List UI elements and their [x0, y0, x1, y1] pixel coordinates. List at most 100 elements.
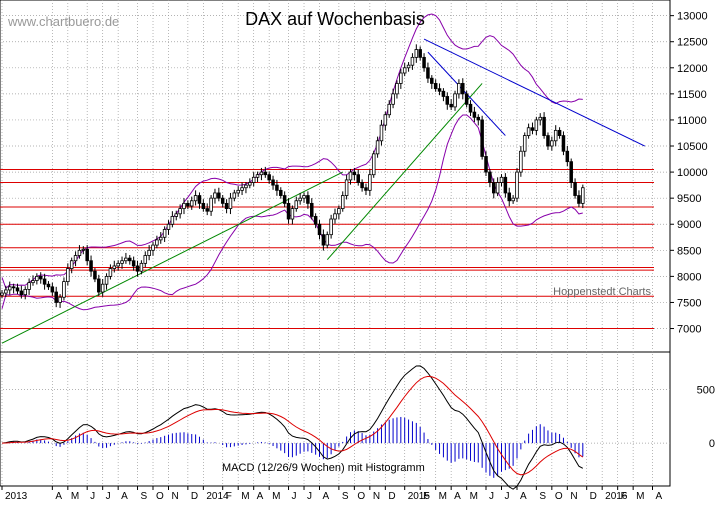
candle-body — [515, 171, 519, 199]
x-tick-label: D — [590, 491, 597, 502]
candle-body — [100, 283, 105, 293]
candle-body — [395, 83, 399, 95]
candle-body — [530, 127, 535, 131]
candle-body — [81, 248, 86, 251]
candle-body — [298, 197, 302, 202]
y-tick-label: 7500 — [677, 297, 701, 309]
axis-labels: 13000 12500 12000 11500 11000 10500 10000 9500 9… — [1, 11, 715, 502]
candle-body — [461, 83, 465, 95]
x-tick-label: J — [106, 491, 111, 502]
candle-body — [0, 292, 4, 296]
candle-body — [503, 176, 508, 194]
x-tick-label: M — [241, 491, 249, 502]
x-tick-label: M — [71, 491, 79, 502]
candle-body — [414, 49, 419, 58]
candle-body — [240, 187, 244, 191]
candle-body — [325, 234, 330, 246]
candle-body — [178, 208, 182, 215]
candle-body — [383, 114, 388, 126]
y-tick-label: 11000 — [677, 115, 707, 127]
y-tick-label: 10000 — [677, 167, 708, 179]
macd-label: MACD (12/26/9 Wochen) mit Histogramm — [222, 462, 425, 474]
candle-body — [54, 291, 58, 303]
signal-line — [1, 375, 584, 476]
candle-body — [120, 260, 124, 264]
x-tick-label: F — [226, 491, 232, 502]
candle-body — [317, 223, 322, 236]
candle-body — [116, 262, 120, 267]
candle-body — [337, 208, 341, 215]
x-tick-label: 2013 — [5, 491, 28, 502]
candle-body — [244, 184, 248, 189]
candle-body — [290, 208, 295, 220]
candle-body — [310, 202, 314, 217]
candle-body — [31, 280, 35, 284]
candle-body — [271, 179, 275, 186]
candle-body — [197, 195, 202, 204]
candle-body — [557, 129, 562, 136]
candle-body — [399, 72, 403, 84]
x-tick-label: A — [55, 491, 62, 502]
x-tick-label: A — [121, 491, 128, 502]
macd-panel-frame — [0, 351, 671, 487]
candle-body — [279, 189, 283, 196]
candle-body — [236, 189, 240, 194]
candle-body — [19, 290, 24, 296]
candle-body — [174, 213, 178, 217]
candle-body — [7, 286, 12, 291]
macd-tick-label: 500 — [697, 385, 715, 397]
candle-body — [418, 49, 422, 58]
candle-body — [550, 140, 554, 147]
candle-body — [11, 286, 16, 289]
candle-body — [263, 171, 268, 176]
x-tick-label: J — [90, 491, 95, 502]
candle-body — [329, 218, 333, 236]
x-tick-label: M — [272, 491, 280, 502]
x-tick-label: D — [191, 491, 198, 502]
source-note: Hoppenstedt Charts — [553, 286, 651, 298]
candle-body — [251, 176, 256, 183]
y-tick-label: 11500 — [677, 89, 707, 101]
candle-body — [139, 262, 144, 272]
candle-body — [147, 249, 151, 256]
candle-body — [321, 234, 326, 246]
uptrend-line — [326, 83, 483, 261]
candles — [0, 44, 585, 308]
candle-body — [112, 265, 117, 269]
macd-tick-label: 0 — [709, 438, 715, 450]
candle-body — [526, 127, 531, 136]
candle-body — [77, 249, 82, 256]
candle-body — [340, 195, 345, 209]
candle-body — [27, 282, 31, 290]
candle-body — [143, 255, 148, 264]
candle-body — [333, 213, 337, 220]
candle-body — [472, 111, 477, 118]
candle-body — [201, 202, 206, 209]
x-tick-label: J — [489, 491, 494, 502]
candle-body — [66, 268, 70, 282]
candle-body — [406, 64, 411, 69]
candle-body — [155, 239, 159, 246]
candle-body — [46, 283, 51, 288]
candle-body — [209, 197, 213, 212]
candle-body — [85, 248, 89, 262]
x-tick-label: S — [342, 491, 349, 502]
candle-body — [480, 119, 484, 157]
candle-body — [302, 195, 306, 199]
candle-body — [492, 182, 496, 194]
candle-body — [379, 124, 384, 142]
candle-body — [468, 103, 473, 113]
candle-body — [97, 278, 101, 293]
candle-body — [352, 171, 357, 176]
candle-body — [581, 187, 585, 204]
candle-body — [267, 174, 271, 181]
chart-title: DAX auf Wochenbasis — [245, 9, 425, 29]
candle-body — [546, 135, 550, 147]
candle-body — [23, 289, 27, 296]
candle-body — [162, 229, 167, 238]
candle-body — [220, 197, 225, 204]
x-tick-label: 2015 — [408, 491, 431, 502]
candle-body — [313, 216, 318, 225]
candle-body — [522, 135, 527, 152]
